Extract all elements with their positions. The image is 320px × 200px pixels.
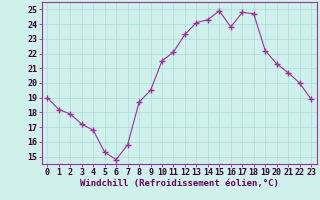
X-axis label: Windchill (Refroidissement éolien,°C): Windchill (Refroidissement éolien,°C) [80, 179, 279, 188]
